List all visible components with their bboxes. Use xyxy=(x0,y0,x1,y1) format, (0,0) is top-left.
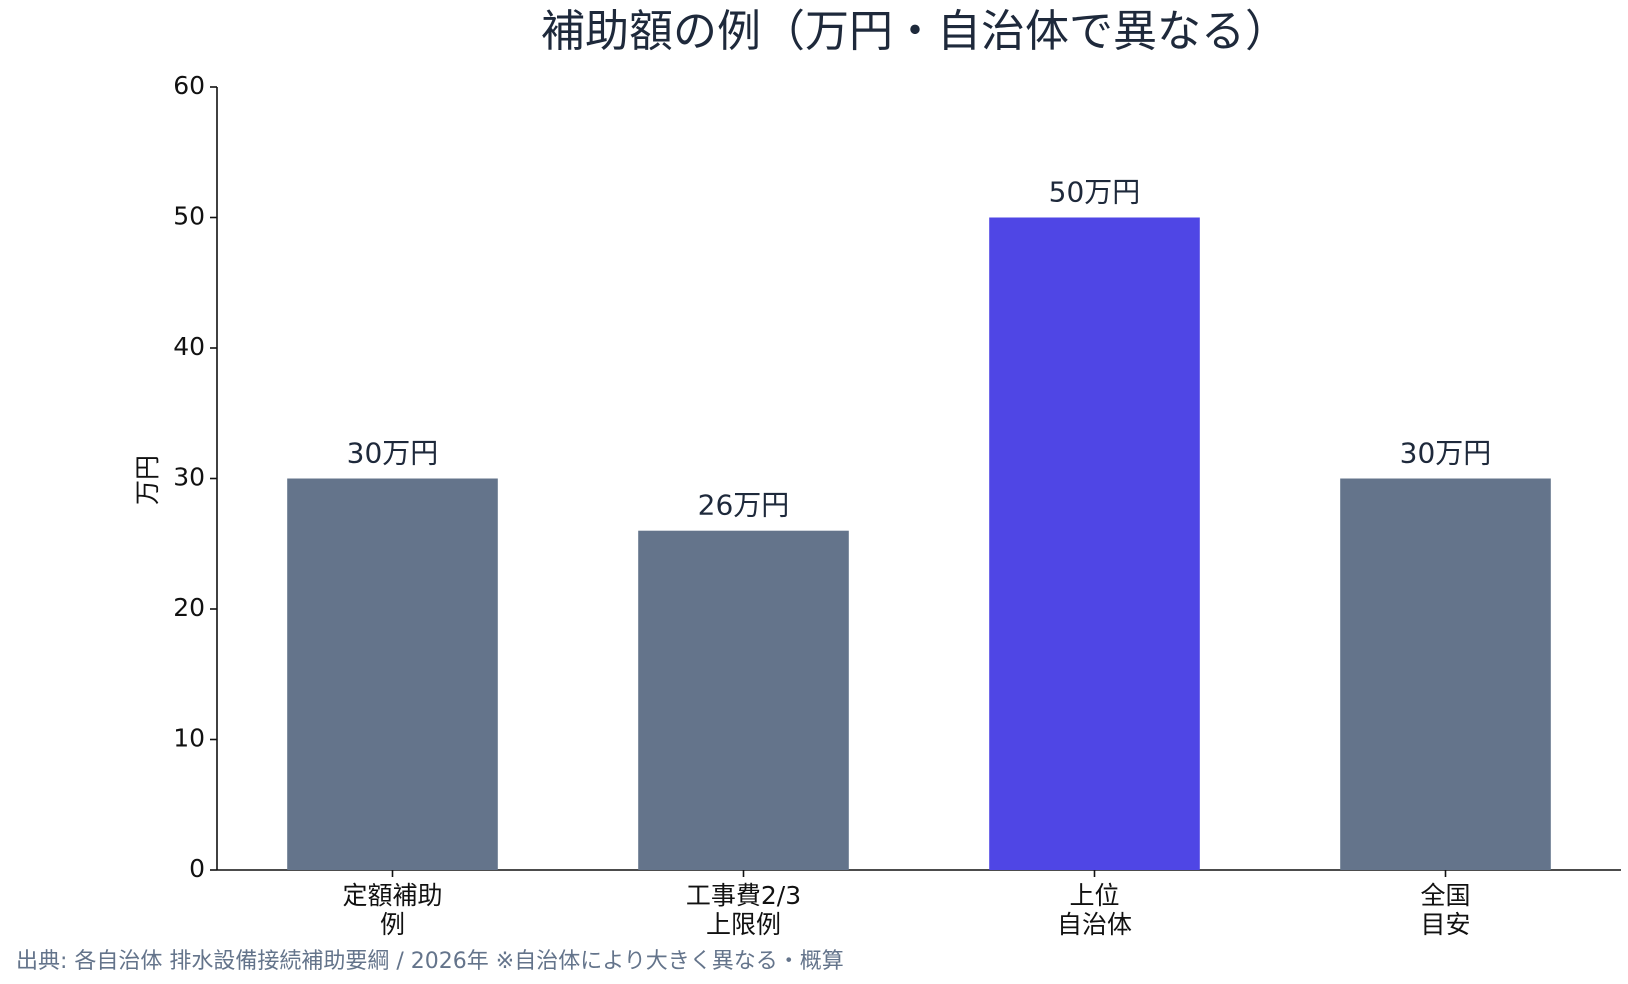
bar xyxy=(638,530,849,870)
value-label: 26万円 xyxy=(698,489,790,522)
value-label: 50万円 xyxy=(1049,176,1141,209)
source-note: 出典: 各自治体 排水設備接続補助要綱 / 2026年 ※自治体により大きく異な… xyxy=(16,949,844,974)
x-tick-label: 上位自治体 xyxy=(1057,881,1132,939)
y-tick-label: 10 xyxy=(173,724,205,753)
y-tick-label: 50 xyxy=(173,202,205,231)
y-tick-label: 40 xyxy=(173,332,205,361)
chart-title: 補助額の例（万円・自治体で異なる） xyxy=(541,6,1289,57)
y-tick-label: 30 xyxy=(173,463,205,492)
bar xyxy=(1340,478,1551,870)
value-label: 30万円 xyxy=(1400,437,1492,470)
bar xyxy=(989,217,1200,870)
y-tick-label: 20 xyxy=(173,593,205,622)
x-tick-label: 全国目安 xyxy=(1420,881,1470,939)
x-tick-label: 定額補助例 xyxy=(342,881,442,939)
y-tick-label: 0 xyxy=(189,854,205,883)
y-tick-label: 60 xyxy=(173,71,205,100)
bar xyxy=(287,478,498,870)
value-label: 30万円 xyxy=(347,437,439,470)
y-axis-label: 万円 xyxy=(133,455,162,505)
x-tick-label: 工事費2/3 上限例 xyxy=(686,881,801,939)
